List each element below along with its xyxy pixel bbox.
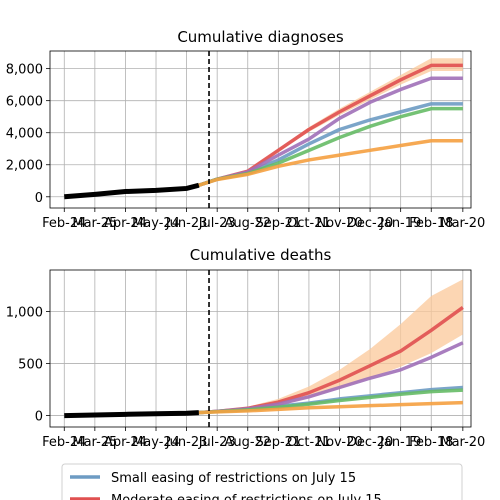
x-tick-label: Jan-19	[379, 435, 421, 450]
series-line	[198, 138, 463, 187]
y-tick-label: 0	[35, 191, 43, 206]
y-tick-label: 1,000	[6, 306, 43, 321]
x-tick-label: Mar-20	[440, 216, 485, 231]
x-tick-label: Dec-20	[347, 435, 393, 450]
x-tick-label: Sep-21	[255, 216, 301, 231]
y-tick-label: 8,000	[6, 63, 43, 78]
x-tick-label: May-24	[132, 435, 180, 450]
plot-area	[64, 51, 463, 208]
observed-data-line	[64, 182, 200, 200]
x-tick-label: Oct-21	[287, 435, 331, 450]
axes-frame	[49, 50, 472, 209]
x-tick-label: Apr-24	[104, 435, 147, 450]
diagnoses-chart-title: Cumulative diagnoses	[177, 28, 344, 46]
x-tick-label: Nov-20	[316, 216, 362, 231]
x-tick-label: May-24	[132, 216, 180, 231]
x-tick-label: Jun-23	[165, 435, 208, 450]
series-line	[198, 388, 463, 415]
y-tick-label: 500	[18, 358, 43, 373]
x-tick-label: Feb-24	[42, 216, 86, 231]
observed-data-line	[64, 410, 199, 419]
series-line	[198, 106, 463, 187]
x-tick-label: Aug-22	[224, 216, 271, 231]
plot-area	[64, 270, 464, 427]
deaths-panel: Cumulative deaths Feb-24Mar-25Apr-24May-…	[6, 246, 486, 450]
x-tick-label: Jun-23	[165, 216, 208, 231]
legend-box	[61, 463, 463, 500]
y-tick-label: 0	[35, 410, 43, 425]
x-tick-label: Jul-23	[198, 435, 236, 450]
x-tick-label: Mar-20	[440, 435, 485, 450]
x-tick-label: Feb-18	[409, 216, 453, 231]
y-tick-label: 4,000	[6, 127, 43, 142]
x-tick-label: Aug-22	[224, 435, 271, 450]
diagnoses-panel: Cumulative diagnoses Feb-24Mar-25Apr-24M…	[6, 28, 486, 231]
x-tick-label: Oct-21	[287, 216, 331, 231]
x-tick-label: Feb-18	[409, 435, 453, 450]
x-tick-label: Apr-24	[104, 216, 147, 231]
legend-label: Moderate easing of restrictions on July …	[111, 493, 382, 500]
legend: Small easing of restrictions on July 15 M…	[61, 463, 463, 500]
x-tick-label: Mar-25	[72, 216, 117, 231]
x-tick-label: Dec-20	[347, 216, 393, 231]
series-line	[198, 400, 463, 415]
x-tick-label: Mar-25	[72, 435, 117, 450]
x-tick-label: Sep-21	[255, 435, 301, 450]
legend-label: Small easing of restrictions on July 15	[111, 471, 356, 486]
deaths-chart-title: Cumulative deaths	[190, 246, 332, 264]
x-tick-label: Nov-20	[316, 435, 362, 450]
x-tick-label: Jul-23	[198, 216, 236, 231]
y-tick-label: 6,000	[6, 95, 43, 110]
axes-frame	[49, 269, 472, 428]
uncertainty-band	[198, 58, 463, 186]
x-tick-label: Jan-19	[379, 216, 421, 231]
y-tick-label: 2,000	[6, 159, 43, 174]
x-tick-label: Feb-24	[42, 435, 86, 450]
